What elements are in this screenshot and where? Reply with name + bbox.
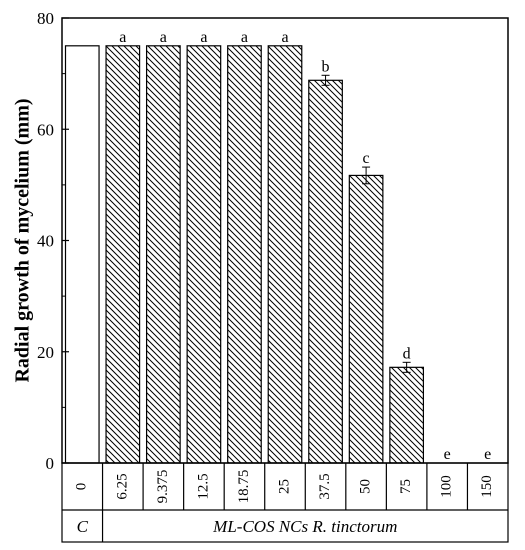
bar-18.75 bbox=[227, 45, 262, 464]
bar-9.375 bbox=[145, 45, 181, 464]
y-axis-label: Radial growth of mycelium (mm) bbox=[12, 98, 34, 382]
x-tick-label-37.5: 37.5 bbox=[317, 473, 333, 499]
x-tick-label-0: 0 bbox=[74, 483, 90, 491]
x-tick-label-25: 25 bbox=[276, 479, 292, 494]
bar-6.25 bbox=[105, 45, 141, 464]
significance-letter-37.5: b bbox=[322, 58, 330, 75]
bar-37.5 bbox=[308, 79, 343, 464]
significance-letter-6.25: a bbox=[119, 29, 126, 46]
x-tick-label-6.25: 6.25 bbox=[114, 473, 130, 499]
bar-0 bbox=[64, 45, 100, 464]
y-tick-label-20: 20 bbox=[37, 343, 54, 362]
group-label-0: C bbox=[77, 517, 89, 536]
significance-letter-100: e bbox=[444, 446, 451, 463]
significance-letter-12.5: a bbox=[200, 29, 207, 46]
category-table bbox=[61, 462, 509, 543]
x-tick-label-50: 50 bbox=[358, 479, 374, 494]
x-tick-label-12.5: 12.5 bbox=[195, 473, 211, 499]
significance-letter-75: d bbox=[403, 345, 411, 362]
y-tick-label-40: 40 bbox=[37, 232, 54, 251]
x-tick-label-150: 150 bbox=[479, 475, 495, 498]
y-tick-label-80: 80 bbox=[37, 9, 54, 28]
bar-25 bbox=[267, 45, 303, 464]
bar-50 bbox=[348, 174, 384, 464]
x-tick-label-75: 75 bbox=[398, 479, 414, 494]
significance-letter-50: c bbox=[363, 150, 370, 167]
bar-12.5 bbox=[186, 45, 222, 464]
bar-75 bbox=[389, 366, 425, 464]
x-tick-label-18.75: 18.75 bbox=[236, 470, 252, 504]
group-label-1: ML-COS NCs R. tinctorum bbox=[212, 517, 397, 536]
x-tick-label-9.375: 9.375 bbox=[155, 470, 171, 504]
significance-letter-9.375: a bbox=[160, 29, 167, 46]
x-tick-label-100: 100 bbox=[439, 475, 455, 498]
y-tick-label-0: 0 bbox=[46, 454, 55, 473]
significance-letter-150: e bbox=[484, 446, 491, 463]
y-tick-label-60: 60 bbox=[37, 120, 54, 139]
significance-letter-25: a bbox=[281, 29, 288, 46]
significance-letter-18.75: a bbox=[241, 29, 248, 46]
